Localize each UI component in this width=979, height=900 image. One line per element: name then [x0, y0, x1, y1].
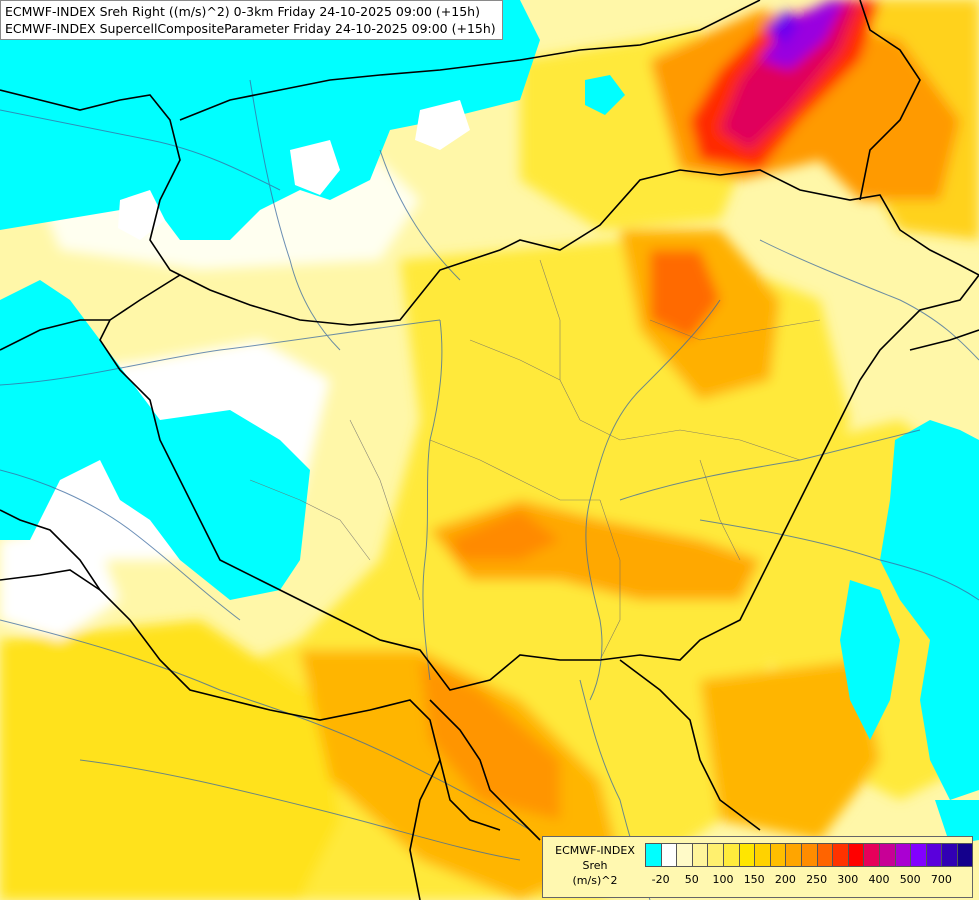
cyan-west	[0, 280, 310, 600]
cyan-northwest	[0, 0, 540, 240]
legend-swatch	[817, 844, 834, 866]
legend-swatch	[864, 844, 880, 866]
legend-swatch	[879, 844, 896, 866]
legend-swatch	[786, 844, 802, 866]
admin-6	[699, 459, 741, 561]
admin-8	[469, 339, 561, 381]
border-south-bosnia	[409, 759, 441, 900]
river-north-1	[249, 79, 341, 351]
white-hole-north	[290, 140, 340, 195]
river-west-1	[0, 469, 241, 621]
legend-tick-label: 500	[899, 873, 921, 886]
field-purple-plume	[760, 0, 845, 70]
admin-5	[599, 499, 621, 661]
legend-tick-label: 700	[930, 873, 952, 886]
legend-tick-label: 200	[774, 873, 796, 886]
border-austria-slovakia	[0, 89, 181, 276]
legend-swatch	[770, 844, 787, 866]
border-slovakia-north	[179, 0, 761, 121]
legend-swatch	[848, 844, 865, 866]
legend-swatch	[755, 844, 771, 866]
admin-3	[429, 439, 600, 501]
border-romania-north	[909, 329, 979, 351]
river-east-1	[759, 239, 979, 361]
border-ukraine	[859, 0, 921, 201]
admin-7	[249, 479, 371, 561]
admin-lines	[249, 259, 821, 661]
white-hole-north2	[415, 100, 470, 150]
legend-tick-label: 250	[806, 873, 828, 886]
legend-swatch	[833, 844, 849, 866]
legend-swatch	[739, 844, 756, 866]
legend-swatch	[895, 844, 912, 866]
cyan-areas	[0, 0, 979, 845]
legend-tick-label: 300	[837, 873, 859, 886]
border-southwest	[0, 569, 101, 591]
title-line-scp: ECMWF-INDEX SupercellCompositeParameter …	[5, 21, 496, 36]
legend-swatch	[661, 844, 678, 866]
admin-9	[649, 319, 821, 341]
border-serbia-croatia	[429, 699, 541, 841]
cyan-east-strip	[880, 420, 979, 800]
legend-swatch	[957, 844, 974, 866]
title-line-sreh: ECMWF-INDEX Sreh Right ((m/s)^2) 0-3km F…	[5, 4, 480, 19]
field-orange-east	[700, 660, 880, 840]
admin-1	[539, 259, 581, 421]
legend-title: ECMWF-INDEX Sreh (m/s)^2	[547, 843, 643, 888]
border-slovenia-croatia	[0, 509, 501, 831]
legend-swatch	[911, 844, 927, 866]
legend-swatch	[692, 844, 709, 866]
legend-swatch	[708, 844, 724, 866]
legend-title-line3: (m/s)^2	[572, 874, 618, 887]
river-north-2	[379, 149, 461, 281]
legend-swatch	[723, 844, 740, 866]
legend-swatches	[645, 843, 974, 867]
cyan-southeast	[840, 580, 900, 740]
river-sava	[79, 759, 521, 861]
field-yellow-southwest	[0, 620, 340, 900]
map-title-box: ECMWF-INDEX Sreh Right ((m/s)^2) 0-3km F…	[0, 0, 503, 40]
white-holes	[118, 100, 470, 240]
legend-tick-label: 150	[743, 873, 765, 886]
river-danube-west	[0, 319, 441, 386]
legend-tick-label: -20	[651, 873, 670, 886]
legend-title-line1: ECMWF-INDEX	[555, 844, 635, 857]
river-northwest-1	[0, 109, 281, 191]
field-orange-south-core	[420, 660, 560, 820]
legend-tick-label: 400	[868, 873, 890, 886]
field-orange-ne-core	[650, 250, 720, 340]
admin-2	[579, 419, 801, 461]
border-serbia-romania	[619, 659, 761, 831]
legend-labels: -20 50 100 150 200 250 300 400 500 700	[645, 873, 965, 889]
border-hungary	[99, 169, 979, 691]
legend-tick-label: 50	[684, 873, 699, 886]
cyan-small-north	[585, 75, 625, 115]
river-mures	[699, 519, 979, 601]
river-danube-bend	[422, 319, 443, 681]
legend-swatch	[926, 844, 943, 866]
field-orange-central-core	[450, 510, 560, 560]
legend-swatch	[801, 844, 818, 866]
legend-swatch	[646, 844, 662, 866]
admin-4	[349, 419, 421, 601]
legend-swatch	[942, 844, 958, 866]
cyan-edge-southeast	[935, 800, 979, 845]
field-white-south-west	[0, 520, 120, 640]
field-violet-core	[765, 10, 800, 45]
legend-swatch	[677, 844, 693, 866]
color-legend: ECMWF-INDEX Sreh (m/s)^2 -20 50 100 150 200 2…	[542, 836, 974, 898]
legend-tick-label: 100	[712, 873, 734, 886]
border-west-austria	[0, 319, 110, 351]
legend-title-line2: Sreh	[582, 859, 608, 872]
